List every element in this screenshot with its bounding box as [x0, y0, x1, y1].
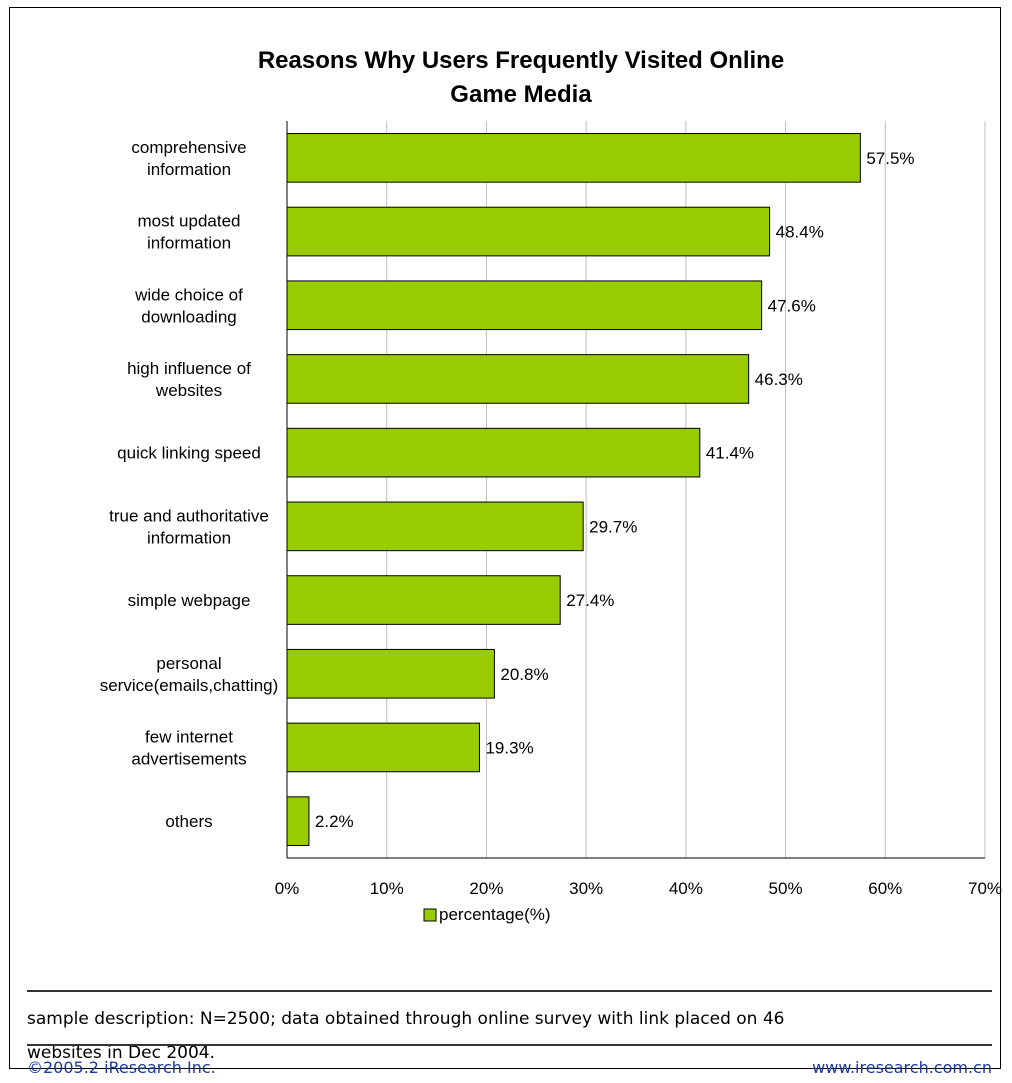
category-label-1-line-2: information — [147, 160, 231, 179]
bar-6 — [286, 501, 584, 552]
category-label-5-line-1: quick linking speed — [117, 444, 261, 463]
category-label-4-line-2: websites — [155, 381, 222, 400]
bar-2 — [286, 206, 771, 257]
bar-1 — [286, 133, 861, 183]
data-label-10: 2.2% — [315, 812, 354, 831]
category-label-10-line-1: others — [165, 812, 212, 831]
bar-7 — [286, 575, 561, 625]
data-label-3: 47.6% — [768, 296, 816, 315]
x-tick-label-0: 0% — [275, 879, 300, 898]
bar-9 — [286, 722, 480, 773]
data-label-7: 27.4% — [566, 591, 614, 610]
data-label-2: 48.4% — [776, 223, 824, 242]
x-tick-label-20: 20% — [469, 879, 503, 898]
website-link[interactable]: www.iresearch.com.cn — [812, 1058, 992, 1077]
legend-label: percentage(%) — [439, 905, 551, 924]
chart-title-line-1: Reasons Why Users Frequently Visited Onl… — [258, 47, 784, 74]
category-label-2-line-2: information — [147, 234, 231, 253]
category-label-2-line-1: most updated — [137, 212, 240, 231]
x-tick-label-50: 50% — [769, 879, 803, 898]
category-label-8-line-2: service(emails,chatting) — [100, 676, 279, 695]
legend-swatch — [423, 908, 437, 922]
sample-description: sample description: N=2500; data obtaine… — [27, 1002, 997, 1070]
data-label-6: 29.7% — [589, 517, 637, 536]
data-label-8: 20.8% — [500, 665, 548, 684]
bar-chart: Reasons Why Users Frequently Visited Onl… — [100, 47, 1002, 924]
separator-bottom — [27, 1044, 992, 1046]
category-label-4-line-1: high influence of — [127, 359, 251, 378]
data-label-1: 57.5% — [866, 149, 914, 168]
category-label-9-line-2: advertisements — [131, 749, 246, 768]
category-label-9-line-1: few internet — [145, 727, 233, 746]
bar-3 — [286, 280, 763, 331]
category-label-6-line-1: true and authoritative — [109, 506, 269, 525]
x-tick-label-40: 40% — [669, 879, 703, 898]
note-line-2: websites in Dec 2004. — [27, 1043, 215, 1063]
data-label-9: 19.3% — [485, 738, 533, 757]
separator-top — [27, 990, 992, 992]
x-tick-label-10: 10% — [370, 879, 404, 898]
category-label-3-line-2: downloading — [141, 307, 236, 326]
copyright-text: ©2005.2 iResearch Inc. — [27, 1058, 216, 1077]
bar-10 — [286, 796, 310, 846]
x-tick-label-60: 60% — [868, 879, 902, 898]
chart-title-line-2: Game Media — [450, 81, 592, 108]
bar-8 — [286, 648, 495, 699]
x-tick-label-70: 70% — [968, 879, 1002, 898]
category-label-6-line-2: information — [147, 528, 231, 547]
data-label-5: 41.4% — [706, 444, 754, 463]
data-label-4: 46.3% — [755, 370, 803, 389]
category-label-8-line-1: personal — [156, 654, 221, 673]
category-label-3-line-1: wide choice of — [134, 285, 243, 304]
category-label-1-line-1: comprehensive — [131, 138, 246, 157]
bar-4 — [286, 354, 750, 404]
x-tick-label-30: 30% — [569, 879, 603, 898]
bar-5 — [286, 427, 701, 478]
note-line-1: sample description: N=2500; data obtaine… — [27, 1009, 785, 1029]
category-label-7-line-1: simple webpage — [128, 591, 251, 610]
